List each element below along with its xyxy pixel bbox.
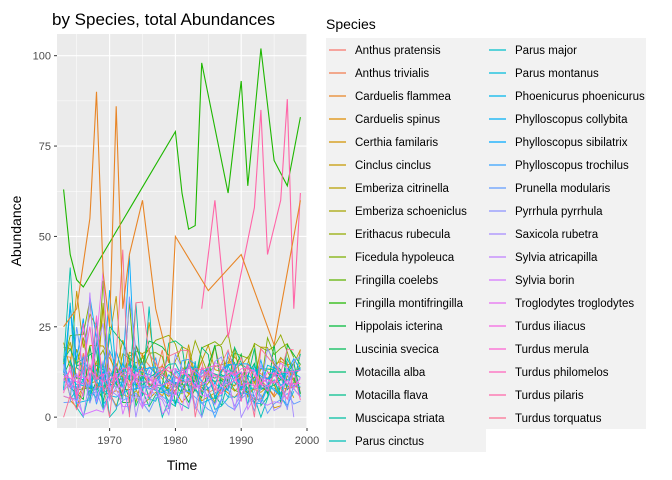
legend-label: Troglodytes troglodytes xyxy=(515,298,634,310)
series-line xyxy=(63,326,301,402)
y-tick-label: 25 xyxy=(39,322,51,334)
series-lines xyxy=(63,48,301,419)
legend-label: Carduelis flammea xyxy=(355,91,451,103)
legend-label: Motacilla flava xyxy=(355,390,428,402)
grid-minor xyxy=(57,34,307,428)
legend-label: Prunella modularis xyxy=(515,183,610,195)
series-line xyxy=(63,302,295,407)
legend-label: Sylvia atricapilla xyxy=(515,252,598,264)
series-line xyxy=(63,292,301,411)
series-line xyxy=(63,361,301,416)
legend: Anthus pratensis Anthus trivialis Cardueli… xyxy=(326,38,646,452)
legend-label: Pyrrhula pyrrhula xyxy=(515,206,603,218)
x-tick-label: 2000 xyxy=(295,435,319,447)
series-line xyxy=(63,325,301,410)
legend-label: Phylloscopus collybita xyxy=(515,114,628,126)
x-tick-label: 1970 xyxy=(97,435,121,447)
series-line xyxy=(63,315,301,397)
series-line xyxy=(63,280,295,390)
legend-label: Fringilla coelebs xyxy=(355,275,438,287)
y-tick-label: 75 xyxy=(39,141,51,153)
legend-label: Emberiza citrinella xyxy=(355,183,450,195)
legend-label: Parus cinctus xyxy=(355,436,424,448)
legend-title: Species xyxy=(326,16,376,32)
legend-label: Erithacus rubecula xyxy=(355,229,451,241)
legend-label: Turdus pilaris xyxy=(515,390,584,402)
x-axis-label: Time xyxy=(167,457,198,473)
legend-label: Parus montanus xyxy=(515,68,599,80)
legend-label: Emberiza schoeniclus xyxy=(355,206,467,218)
legend-label: Luscinia svecica xyxy=(355,344,439,356)
series-line xyxy=(63,367,301,388)
y-tick-label: 100 xyxy=(33,51,51,63)
legend-label: Phylloscopus trochilus xyxy=(515,160,629,172)
legend-label: Fringilla montifringilla xyxy=(355,298,464,310)
legend-label: Turdus philomelos xyxy=(515,367,609,379)
x-tick-label: 1980 xyxy=(163,435,187,447)
legend-label: Anthus pratensis xyxy=(355,45,441,57)
legend-label: Carduelis spinus xyxy=(355,114,440,126)
series-line-highlight xyxy=(63,48,301,288)
legend-label: Hippolais icterina xyxy=(355,321,443,333)
series-line-highlight xyxy=(63,91,301,364)
legend-label: Cinclus cinclus xyxy=(355,160,431,172)
legend-background xyxy=(326,38,486,452)
legend-label: Sylvia borin xyxy=(515,275,574,287)
y-tick-label: 50 xyxy=(39,231,51,243)
y-axis-label: Abundance xyxy=(8,195,24,266)
legend-label: Ficedula hypoleuca xyxy=(355,252,455,264)
legend-label: Parus major xyxy=(515,45,577,57)
legend-label: Motacilla alba xyxy=(355,367,426,379)
chart-title: by Species, total Abundances xyxy=(52,10,275,29)
legend-background xyxy=(486,38,646,429)
x-tick-label: 1990 xyxy=(229,435,253,447)
legend-label: Certhia familaris xyxy=(355,137,438,149)
series-line xyxy=(63,270,301,390)
legend-label: Muscicapa striata xyxy=(355,413,445,425)
y-axis-ticks: 0 25 50 75 100 xyxy=(33,51,57,424)
series-line-highlight xyxy=(201,99,301,338)
legend-label: Phoenicurus phoenicurus xyxy=(515,91,645,103)
legend-label: Turdus merula xyxy=(515,344,589,356)
series-line xyxy=(63,249,294,418)
legend-label: Turdus torquatus xyxy=(515,413,602,425)
legend-label: Turdus iliacus xyxy=(515,321,586,333)
legend-label: Anthus trivialis xyxy=(355,68,429,80)
x-axis-ticks: 1970 1980 1990 2000 xyxy=(97,428,319,447)
y-tick-label: 0 xyxy=(45,412,51,424)
legend-label: Phylloscopus sibilatrix xyxy=(515,137,628,149)
series-line xyxy=(63,327,301,415)
legend-label: Saxicola rubetra xyxy=(515,229,599,241)
